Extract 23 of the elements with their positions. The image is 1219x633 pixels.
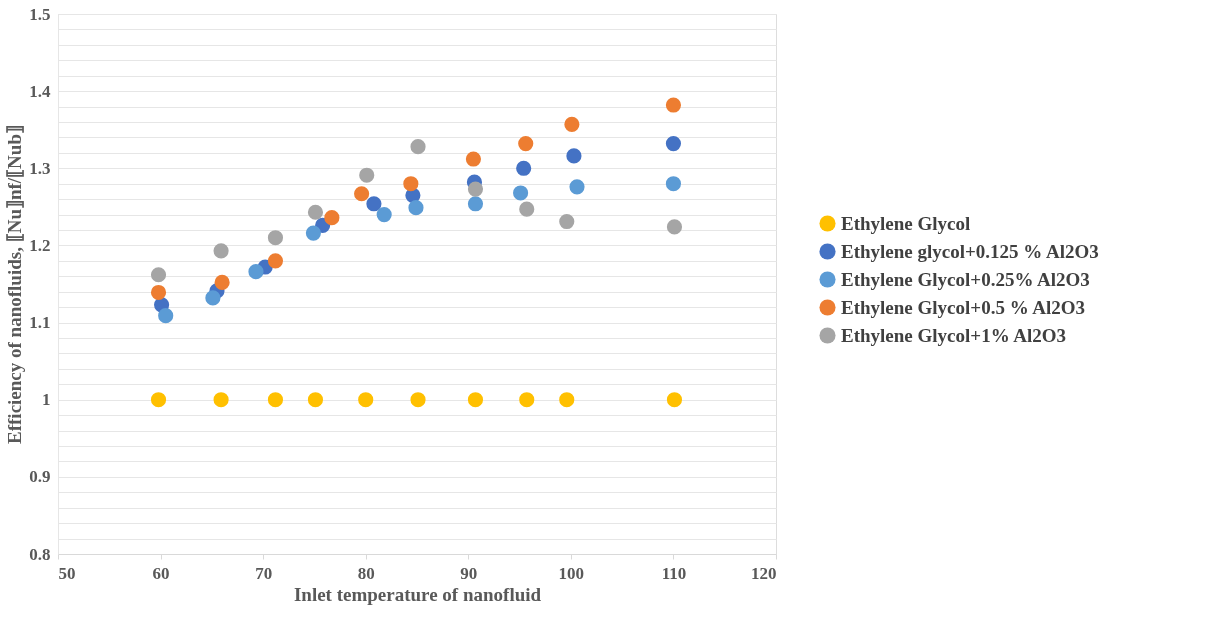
legend-label: Ethylene Glycol [841,212,971,234]
x-tick-label: 60 [152,563,170,583]
x-axis-title: Inlet temperature of nanofluid [293,583,542,605]
y-axis-title: Efficiency of nanofluids, ⟦Nu⟧nf/⟦Nub⟧ [4,125,26,444]
y-tick-label: 1.2 [29,235,51,255]
x-tick-label: 70 [255,563,273,583]
y-tick-label: 0.9 [29,467,51,487]
y-tick-label: 1.3 [29,158,51,178]
x-tick-label: 80 [357,563,375,583]
legend-label: Ethylene Glycol+0.5 % Al2O3 [841,296,1086,318]
y-tick-label: 0.8 [29,544,51,564]
x-tick-label: 50 [58,563,76,583]
x-tick-label: 90 [460,563,478,583]
x-tick-label: 100 [558,563,585,583]
y-tick-label: 1.5 [29,4,51,24]
y-tick-label: 1.4 [29,81,51,101]
y-tick-label: 1.1 [29,313,51,333]
legend-label: Ethylene glycol+0.125 % Al2O3 [841,240,1099,262]
x-tick-label: 120 [751,563,777,583]
y-tick-label: 1 [42,390,51,410]
x-tick-label: 110 [661,563,687,583]
legend-label: Ethylene Glycol+0.25% Al2O3 [841,268,1090,290]
legend-label: Ethylene Glycol+1% Al2O3 [841,324,1067,346]
